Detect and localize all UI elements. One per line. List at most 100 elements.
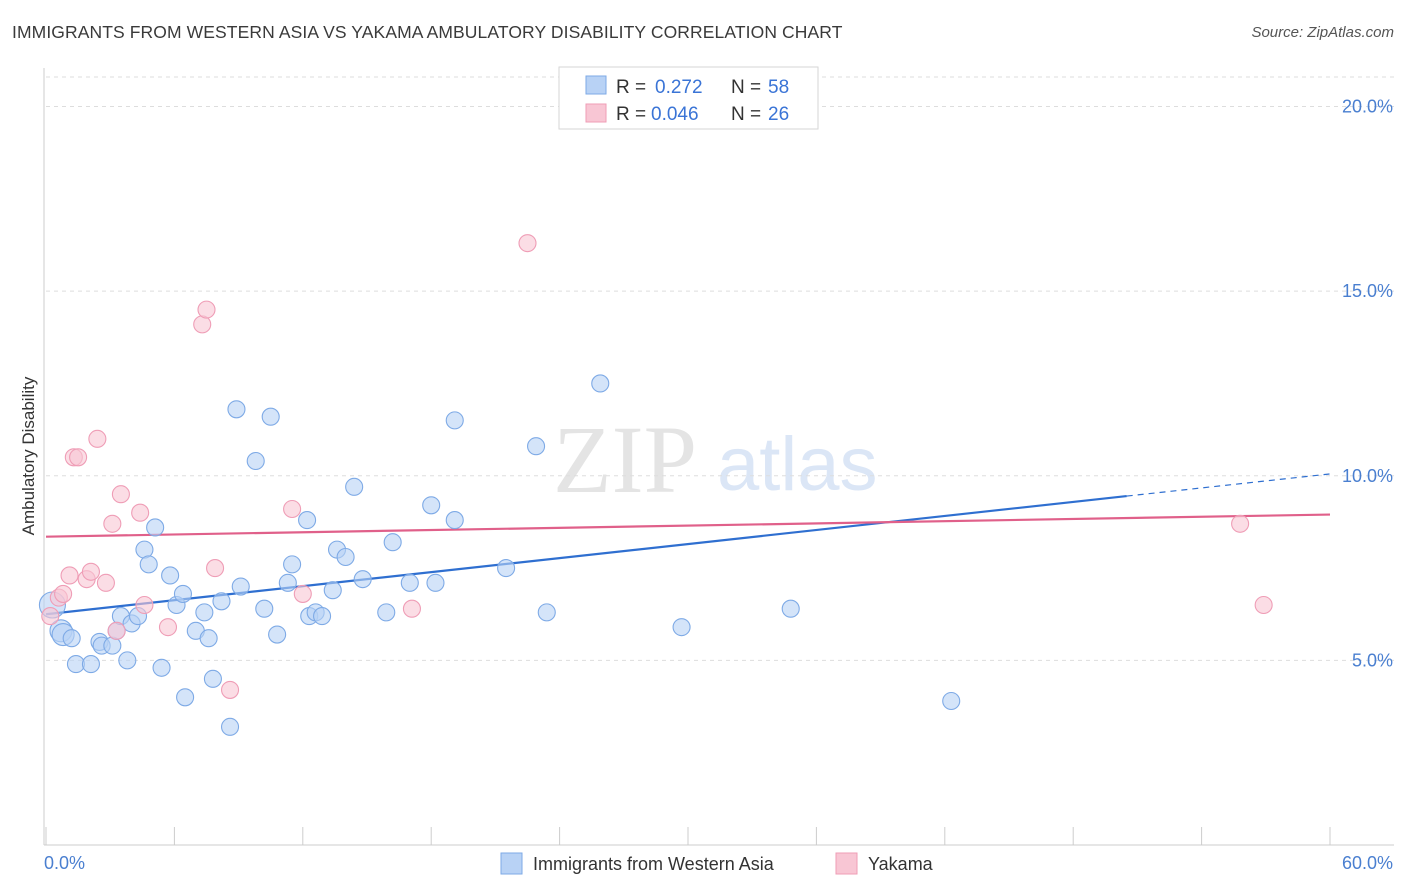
- data-point-blue: [672, 618, 691, 637]
- data-point-blue: [246, 451, 265, 471]
- data-point-pink: [283, 499, 302, 519]
- data-point-pink: [60, 566, 79, 585]
- data-point-pink: [111, 485, 130, 504]
- data-point-pink: [135, 595, 154, 615]
- bottom-legend-swatch-pink: [835, 852, 858, 875]
- bottom-legend-label-pink: Yakama: [868, 854, 934, 874]
- data-point-pink: [1231, 514, 1250, 533]
- data-point-blue: [81, 655, 100, 674]
- data-point-pink: [158, 618, 178, 637]
- data-point-blue: [231, 577, 250, 596]
- data-point-blue: [345, 477, 364, 496]
- data-point-pink: [69, 448, 88, 467]
- data-point-blue: [227, 400, 246, 419]
- y-tick-label: 5.0%: [1352, 650, 1393, 670]
- legend-swatch-pink: [585, 103, 607, 123]
- data-point-blue: [118, 651, 137, 670]
- data-point-blue: [261, 407, 280, 426]
- y-tick-label: 15.0%: [1342, 281, 1393, 301]
- data-point-pink: [81, 562, 100, 581]
- data-point-pink: [54, 584, 73, 603]
- data-point-blue: [313, 607, 332, 626]
- data-point-pink: [103, 514, 122, 533]
- y-tick-label: 20.0%: [1342, 97, 1393, 117]
- data-point-blue: [353, 570, 372, 589]
- data-point-pink: [220, 680, 240, 699]
- trend-line-blue: [45, 494, 1127, 616]
- x-tick-label: 0.0%: [44, 853, 85, 873]
- data-point-blue: [62, 629, 81, 648]
- data-point-blue: [152, 658, 171, 677]
- data-point-blue: [268, 625, 287, 644]
- data-point-blue: [173, 584, 193, 603]
- correlation-legend: R = 0.272 N = 58 R = 0.046 N = 26: [558, 66, 819, 130]
- trend-line-extension-blue: [1126, 473, 1331, 497]
- x-tick-labels: 0.0% 60.0%: [44, 853, 1393, 873]
- legend-n-label-pink: N =: [731, 104, 761, 125]
- data-point-blue: [323, 581, 342, 600]
- data-point-pink: [41, 607, 60, 626]
- legend-r-label-blue: R =: [616, 77, 646, 98]
- watermark: ZIP atlas: [553, 406, 878, 513]
- data-point-blue: [400, 573, 419, 592]
- data-point-blue: [497, 559, 516, 578]
- y-tick-labels: 5.0% 10.0% 15.0% 20.0%: [1342, 97, 1393, 671]
- data-point-blue: [255, 599, 274, 618]
- data-point-blue: [203, 669, 222, 688]
- data-point-blue: [176, 688, 195, 707]
- data-point-blue: [537, 603, 556, 622]
- data-point-blue: [942, 691, 961, 711]
- data-point-blue: [298, 511, 317, 530]
- y-tick-label: 10.0%: [1342, 466, 1393, 486]
- data-point-blue: [426, 573, 445, 592]
- trend-line-pink: [45, 513, 1331, 538]
- watermark-atlas: atlas: [717, 422, 878, 507]
- data-point-pink: [107, 621, 126, 640]
- data-point-blue: [445, 411, 464, 430]
- y-axis-label: Ambulatory Disability: [19, 376, 38, 535]
- data-point-pink: [88, 429, 107, 448]
- data-point-pink: [1254, 595, 1273, 615]
- data-point-blue: [527, 437, 546, 456]
- data-point-blue: [283, 555, 302, 574]
- data-point-blue: [278, 573, 297, 592]
- data-point-blue: [199, 629, 218, 648]
- legend-r-value-blue: 0.272: [655, 77, 703, 98]
- grid-lines: [46, 76, 1394, 661]
- source-credit: Source: ZipAtlas.com: [1251, 24, 1394, 41]
- chart-title: IMMIGRANTS FROM WESTERN ASIA VS YAKAMA A…: [12, 22, 843, 42]
- data-point-blue: [591, 374, 610, 393]
- data-point-blue: [139, 555, 158, 574]
- legend-r-value-pink: 0.046: [651, 104, 699, 125]
- legend-swatch-blue: [585, 75, 607, 95]
- x-tick-label: 60.0%: [1342, 853, 1393, 873]
- series-legend: Immigrants from Western Asia Yakama: [500, 852, 934, 875]
- legend-r-label-pink: R =: [616, 104, 646, 125]
- data-point-pink: [206, 559, 225, 578]
- data-point-pink: [518, 234, 537, 253]
- legend-n-value-blue: 58: [768, 77, 789, 98]
- legend-n-value-pink: 26: [768, 104, 789, 125]
- legend-n-label-blue: N =: [731, 77, 761, 98]
- bottom-legend-label-blue: Immigrants from Western Asia: [533, 854, 775, 874]
- data-point-pink: [197, 300, 216, 319]
- axes: [43, 68, 1394, 846]
- data-point-pink: [96, 573, 115, 592]
- data-point-blue: [336, 547, 355, 567]
- data-point-blue: [161, 566, 180, 585]
- data-point-blue: [422, 496, 441, 515]
- data-point-blue: [445, 511, 464, 530]
- data-point-blue: [220, 717, 240, 736]
- watermark-zip: ZIP: [553, 406, 697, 513]
- data-point-pink: [402, 599, 421, 618]
- data-point-blue: [146, 518, 165, 537]
- data-point-blue: [212, 592, 231, 611]
- data-points: [38, 234, 1273, 736]
- data-point-pink: [131, 503, 150, 522]
- data-point-blue: [377, 603, 396, 622]
- bottom-legend-swatch-blue: [500, 852, 523, 875]
- data-point-blue: [383, 533, 402, 552]
- data-point-blue: [195, 603, 214, 622]
- data-point-blue: [781, 599, 800, 618]
